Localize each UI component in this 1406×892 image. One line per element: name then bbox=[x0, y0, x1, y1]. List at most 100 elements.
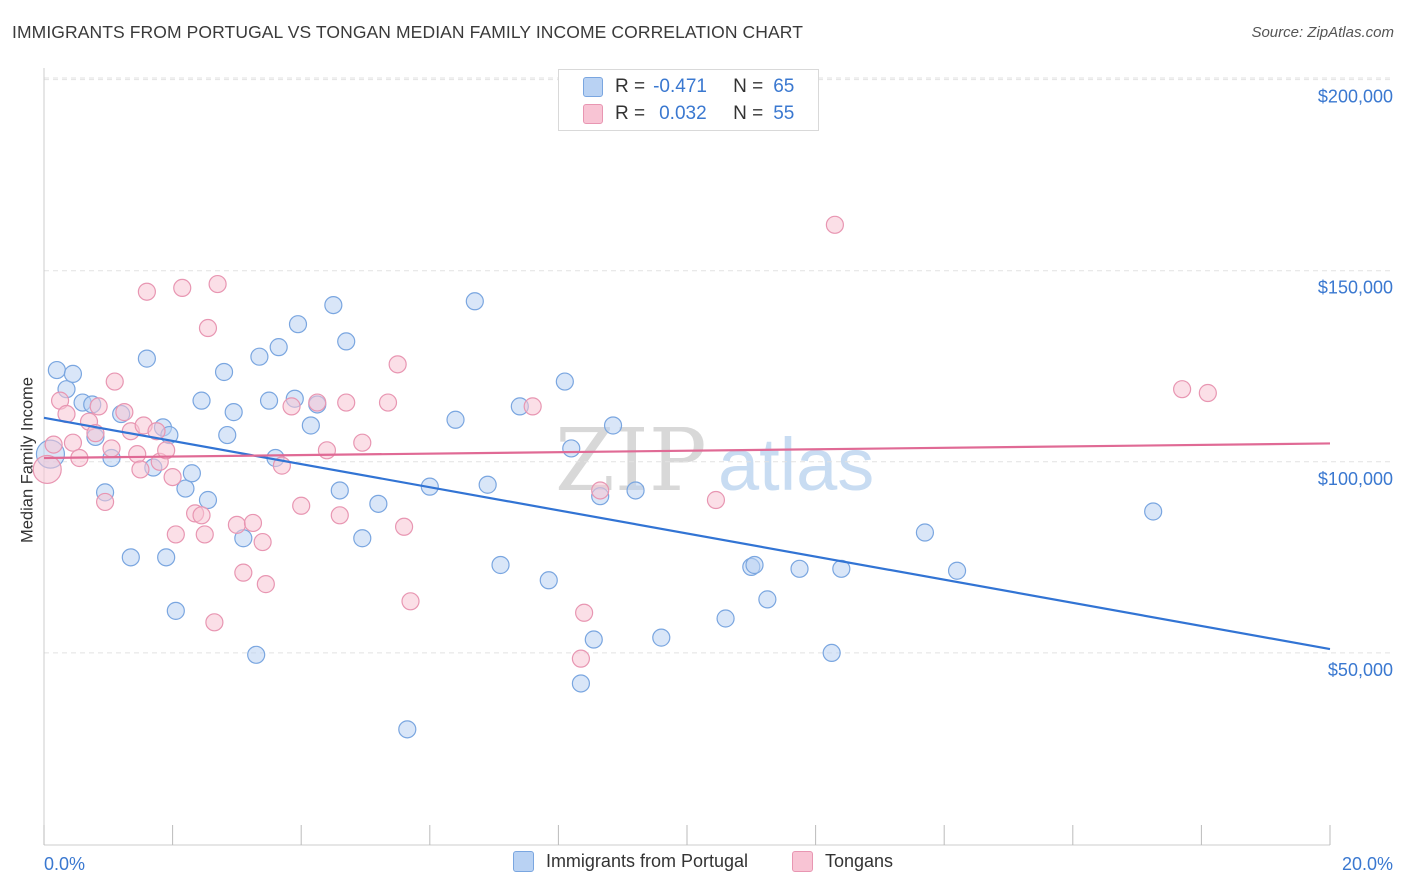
point-portugal bbox=[446, 410, 465, 429]
point-tongan bbox=[163, 467, 182, 487]
point-portugal bbox=[915, 523, 935, 542]
point-portugal bbox=[330, 481, 349, 500]
trend-line-tongan bbox=[43, 442, 1331, 460]
point-tongan bbox=[128, 445, 147, 464]
point-tongan bbox=[205, 613, 224, 632]
point-tongan bbox=[330, 506, 349, 525]
point-portugal bbox=[166, 601, 185, 620]
point-portugal bbox=[745, 555, 764, 575]
point-portugal bbox=[716, 609, 735, 628]
point-tongan bbox=[198, 318, 218, 338]
point-portugal bbox=[192, 391, 211, 410]
point-portugal bbox=[555, 372, 574, 391]
point-tongan bbox=[575, 603, 594, 622]
point-tongan bbox=[44, 435, 63, 454]
point-tongan bbox=[89, 397, 108, 416]
x-tick-label: 0.0% bbox=[44, 854, 85, 874]
point-portugal bbox=[603, 416, 623, 435]
point-tongan bbox=[173, 278, 192, 297]
point-tongan bbox=[394, 517, 414, 536]
legend-swatch-portugal bbox=[512, 851, 534, 872]
y-tick-label: $150,000 bbox=[1318, 278, 1393, 298]
legend-r-label: R = bbox=[615, 103, 646, 124]
point-tongan bbox=[137, 282, 156, 301]
point-tongan bbox=[308, 393, 327, 412]
point-tongan bbox=[131, 460, 150, 479]
point-tongan bbox=[292, 496, 311, 515]
point-tongan bbox=[337, 393, 356, 412]
point-tongan bbox=[401, 592, 420, 611]
point-portugal bbox=[369, 494, 388, 513]
point-tongan bbox=[63, 433, 83, 452]
point-tongan bbox=[208, 274, 227, 294]
point-tongan bbox=[825, 215, 844, 234]
point-tongan bbox=[523, 397, 542, 416]
watermark-atlas: atlas bbox=[718, 423, 874, 506]
point-tongan bbox=[234, 563, 253, 582]
point-tongan bbox=[227, 515, 246, 534]
point-tongan bbox=[1173, 380, 1192, 399]
legend-r-value: 0.032 bbox=[659, 103, 707, 124]
legend-item-portugal: Immigrants from Portugal bbox=[512, 851, 748, 872]
point-portugal bbox=[491, 555, 510, 575]
point-tongan bbox=[195, 525, 214, 544]
point-portugal bbox=[182, 464, 201, 483]
point-tongan bbox=[378, 393, 398, 412]
point-tongan bbox=[591, 481, 610, 500]
point-portugal bbox=[353, 529, 372, 548]
point-portugal bbox=[758, 590, 777, 609]
point-portugal bbox=[214, 362, 234, 382]
source-label: Source: ZipAtlas.com bbox=[1251, 24, 1394, 41]
legend-n-value: 65 bbox=[773, 76, 795, 97]
legend-item-tongan: Tongans bbox=[792, 851, 893, 872]
point-portugal bbox=[652, 628, 671, 647]
point-portugal bbox=[562, 439, 581, 458]
y-tick-label: $100,000 bbox=[1318, 469, 1393, 489]
point-tongan bbox=[95, 492, 115, 512]
point-tongan bbox=[192, 506, 211, 525]
legend-swatch-tongan bbox=[583, 104, 603, 124]
point-tongan bbox=[706, 490, 726, 510]
legend-n-value: 55 bbox=[773, 103, 795, 124]
point-portugal bbox=[301, 416, 320, 435]
point-portugal bbox=[398, 720, 417, 739]
legend-row-portugal: R = -0.471 N = 65 bbox=[583, 75, 794, 99]
point-portugal bbox=[269, 338, 288, 357]
point-tongan bbox=[243, 513, 263, 533]
point-portugal bbox=[1144, 502, 1163, 521]
point-portugal bbox=[198, 490, 218, 510]
legend-swatch-portugal bbox=[583, 77, 603, 97]
point-tongan bbox=[147, 422, 166, 441]
point-tongan bbox=[571, 649, 591, 668]
point-tongan bbox=[256, 575, 275, 594]
legend-label-portugal: Immigrants from Portugal bbox=[545, 851, 748, 871]
point-portugal bbox=[259, 391, 279, 410]
point-tongan bbox=[166, 525, 185, 544]
point-portugal bbox=[47, 360, 66, 380]
legend-n-label: N = bbox=[733, 76, 764, 97]
series-legend: Immigrants from Portugal Tongans bbox=[0, 851, 1406, 872]
point-tongan bbox=[353, 433, 372, 452]
legend-n-label: N = bbox=[733, 103, 764, 124]
point-tongan bbox=[102, 439, 121, 458]
point-tongan bbox=[115, 403, 134, 422]
x-tick-label: 20.0% bbox=[1342, 854, 1393, 874]
correlation-legend: R = -0.471 N = 65 R = 0.032 N = 55 bbox=[558, 69, 819, 131]
chart-title: IMMIGRANTS FROM PORTUGAL VS TONGAN MEDIA… bbox=[12, 22, 804, 42]
point-portugal bbox=[947, 561, 967, 580]
point-tongan bbox=[1198, 383, 1217, 403]
y-tick-label: $200,000 bbox=[1318, 87, 1393, 107]
point-tongan bbox=[317, 441, 337, 460]
point-portugal bbox=[790, 559, 809, 578]
point-portugal bbox=[247, 645, 266, 664]
point-portugal bbox=[626, 481, 645, 500]
point-portugal bbox=[250, 347, 269, 366]
y-tick-label: $50,000 bbox=[1328, 660, 1393, 680]
point-portugal bbox=[63, 364, 83, 383]
point-portugal bbox=[288, 315, 308, 334]
point-portugal bbox=[224, 403, 243, 422]
point-portugal bbox=[176, 479, 195, 498]
point-portugal bbox=[571, 674, 591, 693]
point-portugal bbox=[465, 292, 484, 311]
point-portugal bbox=[137, 349, 156, 368]
